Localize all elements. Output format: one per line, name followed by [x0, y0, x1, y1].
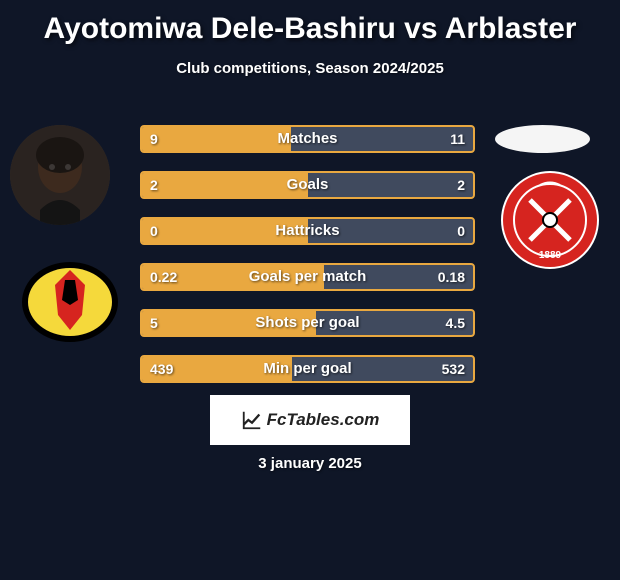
metric-label: Goals per match — [142, 265, 473, 289]
player-avatar-right-placeholder — [495, 125, 590, 153]
metric-label: Shots per goal — [142, 311, 473, 335]
metric-row: 9Matches11 — [140, 125, 475, 153]
date: 3 january 2025 — [0, 455, 620, 472]
metric-value-right: 0.18 — [438, 265, 465, 289]
club-badge-left — [20, 260, 120, 345]
metric-label: Matches — [142, 127, 473, 151]
metric-row: 5Shots per goal4.5 — [140, 309, 475, 337]
metric-value-right: 0 — [457, 219, 465, 243]
brand-logo: FcTables.com — [210, 395, 410, 445]
club-badge-right: 1889 — [500, 170, 600, 270]
subtitle: Club competitions, Season 2024/2025 — [0, 60, 620, 77]
metric-value-right: 11 — [450, 127, 465, 151]
metric-row: 439Min per goal532 — [140, 355, 475, 383]
metric-row: 0Hattricks0 — [140, 217, 475, 245]
badge-year: 1889 — [539, 250, 562, 261]
metric-label: Hattricks — [142, 219, 473, 243]
page-title: Ayotomiwa Dele-Bashiru vs Arblaster — [0, 0, 620, 46]
avatar-placeholder-icon — [10, 125, 110, 225]
sheffield-badge-icon: 1889 — [500, 170, 600, 270]
metric-value-right: 2 — [457, 173, 465, 197]
chart-icon — [241, 409, 263, 431]
comparison-bars: 9Matches11 2Goals2 0Hattricks0 0.22Goals pe… — [140, 125, 475, 401]
metric-value-right: 532 — [442, 357, 465, 381]
metric-label: Min per goal — [142, 357, 473, 381]
brand-text: FcTables.com — [267, 410, 380, 430]
metric-row: 0.22Goals per match0.18 — [140, 263, 475, 291]
metric-label: Goals — [142, 173, 473, 197]
player-avatar-left — [10, 125, 110, 225]
metric-row: 2Goals2 — [140, 171, 475, 199]
watford-badge-icon — [20, 260, 120, 345]
metric-value-right: 4.5 — [446, 311, 465, 335]
